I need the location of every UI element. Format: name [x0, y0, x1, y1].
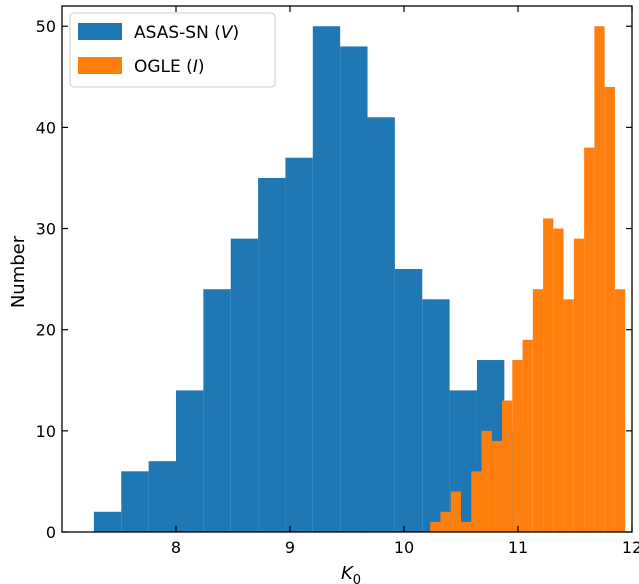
legend-label-ogle: OGLE (I): [134, 57, 204, 77]
y-tick-label: 10: [36, 422, 56, 441]
bar-asas-sn-1: [121, 471, 149, 532]
bar-asas-sn-4: [203, 289, 231, 532]
bar-asas-sn-7: [285, 157, 313, 532]
legend: ASAS-SN (V) OGLE (I): [69, 12, 276, 88]
bar-ogle-1: [440, 511, 451, 532]
bar-ogle-8: [512, 360, 523, 532]
legend-swatch-ogle: [78, 57, 122, 74]
bar-ogle-7: [502, 400, 513, 532]
bar-ogle-15: [584, 147, 595, 532]
bar-ogle-2: [450, 491, 461, 532]
x-tick-label: 8: [171, 538, 181, 557]
bar-ogle-3: [461, 521, 472, 532]
axes-frame: [61, 5, 633, 533]
bar-asas-sn-11: [394, 269, 423, 532]
bar-asas-sn-3: [176, 390, 204, 532]
bar-ogle-10: [532, 289, 544, 532]
y-tick-label: 40: [36, 118, 56, 137]
bar-ogle-14: [573, 238, 585, 532]
bar-asas-sn-8: [312, 26, 341, 532]
x-axis-label: K0: [341, 563, 361, 584]
bar-asas-sn-12: [422, 299, 450, 532]
bar-asas-sn-2: [148, 461, 176, 532]
bar-ogle-18: [614, 289, 626, 532]
bar-ogle-6: [491, 440, 503, 532]
bar-ogle-16: [594, 26, 605, 532]
bar-asas-sn-10: [367, 117, 395, 533]
y-axis-label: Number: [8, 235, 29, 308]
bar-ogle-12: [553, 228, 564, 533]
bar-asas-sn-5: [230, 238, 259, 532]
bar-ogle-17: [604, 86, 615, 532]
bar-asas-sn-6: [258, 177, 286, 532]
x-axis-label-subscript: 0: [353, 573, 361, 584]
x-axis-label-main: K: [341, 563, 354, 584]
legend-swatch-asas-sn: [78, 23, 122, 40]
bar-ogle-0: [430, 521, 441, 532]
x-axis: 8 9 10 11 12: [171, 6, 639, 557]
x-tick-label: 10: [394, 538, 414, 557]
bar-ogle-13: [563, 299, 574, 532]
bar-ogle-4: [471, 471, 482, 532]
y-tick-label: 50: [36, 17, 56, 36]
x-tick-label: 12: [622, 538, 639, 557]
x-tick-label: 11: [508, 538, 528, 557]
bar-ogle-9: [522, 339, 533, 532]
bar-ogle-11: [543, 218, 554, 532]
plot-area: [93, 26, 626, 533]
y-axis: 0 10 20 30 40 50: [36, 17, 632, 542]
y-tick-label: 20: [36, 321, 56, 340]
y-tick-label: 0: [46, 523, 56, 542]
bar-ogle-5: [481, 430, 492, 532]
bar-asas-sn-0: [93, 511, 122, 532]
legend-label-asas-sn: ASAS-SN (V): [134, 23, 239, 43]
y-tick-label: 30: [36, 220, 56, 239]
x-tick-label: 9: [285, 538, 295, 557]
bar-asas-sn-9: [340, 46, 368, 532]
axes-border: [61, 5, 633, 533]
